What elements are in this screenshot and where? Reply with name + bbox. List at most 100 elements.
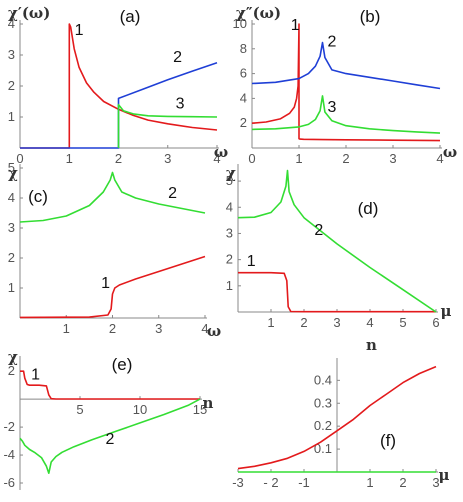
panel-label: (e): [112, 355, 133, 374]
series-line-3: [117, 103, 218, 148]
curve-label: 2: [106, 431, 115, 448]
series-line-2: [237, 169, 437, 313]
series-line-3: [251, 95, 441, 134]
x-tick-label: 2: [399, 475, 406, 490]
curve-label: 2: [168, 185, 177, 202]
y-tick-label: 4: [240, 90, 247, 105]
curve-label: 1: [31, 367, 40, 384]
x-tick-label: 3: [155, 321, 162, 336]
x-axis-label: ω: [214, 143, 228, 161]
series-line-1: [20, 370, 200, 400]
x-tick-label: 2: [342, 151, 349, 166]
series-line-2: [19, 171, 206, 223]
x-tick-label: 1: [295, 151, 302, 166]
x-tick-label: -3: [232, 475, 244, 490]
y-tick-label: 6: [240, 66, 247, 81]
y-tick-label: 4: [226, 199, 233, 214]
x-tick-label: 3: [389, 151, 396, 166]
series-line-1: [19, 255, 206, 319]
y-tick-label: -2: [3, 419, 15, 434]
x-axis-label: ω: [207, 322, 221, 340]
panel-label: (a): [120, 7, 141, 26]
y-axis-label: χ: [8, 164, 18, 182]
curve-label: 3: [327, 99, 336, 116]
y-tick-label: 2: [8, 250, 15, 265]
y-axis-label: χ′(ω): [8, 4, 50, 22]
x-axis-label: μ: [441, 302, 452, 320]
y-tick-label: 10: [233, 16, 247, 31]
y-tick-label: 1: [8, 280, 15, 295]
x-tick-label: 1: [63, 321, 70, 336]
y-tick-label: 1: [226, 278, 233, 293]
y-tick-label: 5: [226, 173, 233, 188]
y-tick-label: 0.4: [314, 372, 332, 387]
x-tick-label: 4: [201, 321, 208, 336]
series-line-1: [238, 271, 436, 313]
x-tick-label: 4: [366, 315, 373, 330]
x-axis-label: n: [203, 394, 214, 412]
x-tick-label: 2: [115, 151, 122, 166]
series-line-1: [251, 23, 441, 142]
x-tick-label: 1: [66, 151, 73, 166]
x-tick-label: 4: [436, 151, 443, 166]
curve-label: 2: [314, 222, 323, 239]
x-tick-label: 2: [109, 321, 116, 336]
y-tick-label: 3: [8, 47, 15, 62]
series-line-2: [19, 398, 201, 474]
x-axis-label: μ: [439, 466, 450, 484]
y-tick-label: 2: [240, 115, 247, 130]
curve-label: 1: [75, 22, 84, 39]
y-tick-label: 4: [8, 190, 15, 205]
y-axis-label: χ″(ω): [236, 4, 281, 22]
panel-label: (d): [358, 199, 379, 218]
y-tick-label: 1: [8, 109, 15, 124]
y-tick-label: 2: [8, 78, 15, 93]
y-tick-label: 0.2: [314, 418, 332, 433]
series-line-red: [237, 365, 437, 470]
y-tick-label: -4: [3, 447, 15, 462]
y-tick-label: 0.1: [314, 441, 332, 456]
curve-label: 1: [247, 253, 256, 270]
panel-a: 0 1 2 3 4 1 2 3 4 1 2 3 χ′(ω) ω (a): [8, 4, 228, 166]
y-axis-label: χ: [226, 164, 236, 182]
x-tick-label: 0: [248, 151, 255, 166]
y-tick-label: 5: [8, 160, 15, 175]
x-tick-label: 3: [164, 151, 171, 166]
y-tick-label: -6: [3, 475, 15, 490]
y-tick-label: 4: [8, 16, 15, 31]
panel-f: -3 - 2 -1 1 2 3 0.1 0.2 0.3 0.4 n μ (f): [232, 336, 449, 490]
x-tick-label: 2: [300, 315, 307, 330]
x-tick-label: 5: [76, 402, 83, 417]
x-tick-label: - 2: [263, 475, 278, 490]
panel-label: (f): [380, 431, 396, 450]
x-tick-label: 5: [399, 315, 406, 330]
x-tick-label: 3: [432, 475, 439, 490]
panel-label: (c): [28, 187, 48, 206]
panel-label: (b): [360, 7, 381, 26]
x-tick-label: 4: [213, 151, 220, 166]
x-tick-label: 3: [333, 315, 340, 330]
y-tick-label: 3: [226, 225, 233, 240]
series-line-1: [20, 23, 218, 149]
y-tick-label: 2: [8, 363, 15, 378]
x-tick-label: 1: [366, 475, 373, 490]
series-line-2: [251, 41, 441, 90]
x-tick-label: -1: [298, 475, 310, 490]
y-tick-label: 3: [8, 220, 15, 235]
x-tick-label: 10: [133, 402, 147, 417]
y-tick-label: 0.3: [314, 395, 332, 410]
y-axis-label: n: [366, 336, 377, 354]
y-tick-label: 2: [226, 252, 233, 267]
y-tick-label: 8: [240, 41, 247, 56]
x-tick-label: 0: [16, 151, 23, 166]
curve-label: 1: [101, 275, 110, 292]
x-axis-label: ω: [443, 143, 457, 161]
x-tick-label: 15: [193, 402, 207, 417]
x-tick-label: 1: [267, 315, 274, 330]
curve-label: 1: [291, 17, 300, 34]
panel-c: 1 2 3 4 1 2 3 4 5 1 2 χ ω (c): [8, 160, 221, 340]
